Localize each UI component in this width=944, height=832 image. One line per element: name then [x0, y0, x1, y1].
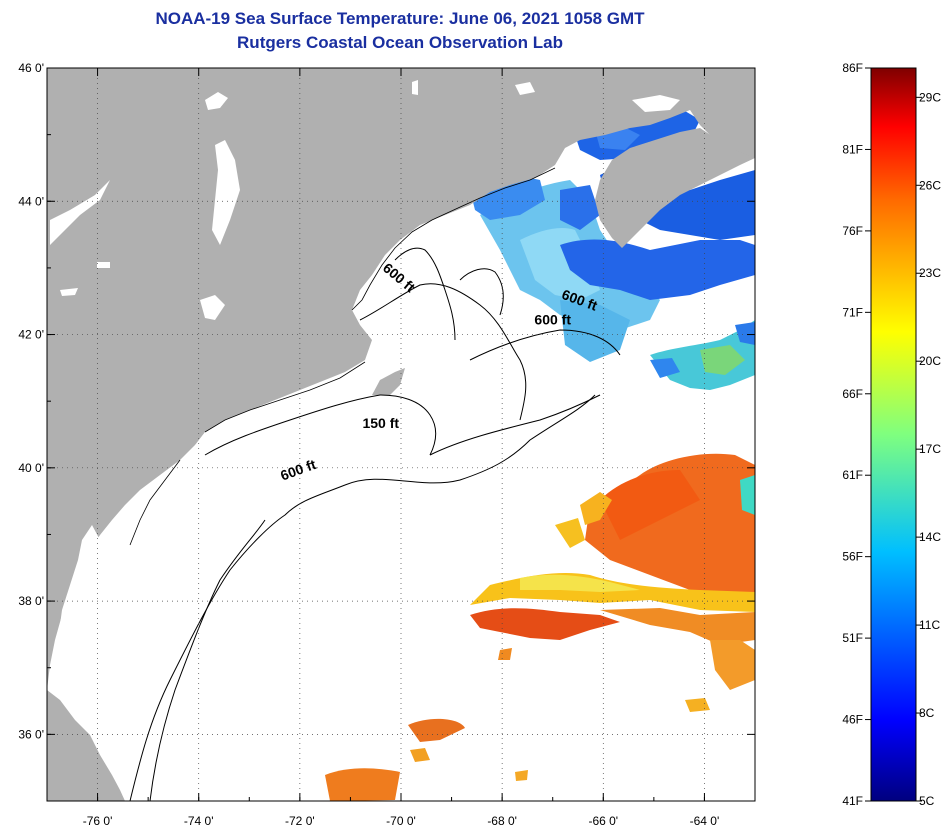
colorbar-c-label: 29C: [919, 90, 941, 104]
colorbar-fahrenheit-labels: 86F 81F 76F 71F 66F 61F 56F 51F 46F 41F: [842, 61, 871, 808]
colorbar-c-label: 5C: [919, 794, 935, 808]
coastline: [129, 167, 556, 546]
lat-tick-label: 36 0': [18, 727, 44, 741]
colorbar-f-label: 71F: [842, 305, 863, 319]
colorbar-c-label: 26C: [919, 178, 941, 192]
lon-tick-label: -68 0': [487, 814, 517, 828]
colorbar-c-label: 8C: [919, 706, 935, 720]
lat-tick-label: 38 0': [18, 594, 44, 608]
lat-tick-label: 40 0': [18, 461, 44, 475]
axis-ticks: [46, 67, 756, 802]
contour-label: 600 ft: [534, 312, 571, 328]
colorbar-c-label: 23C: [919, 266, 941, 280]
colorbar-gradient: [870, 67, 917, 802]
map-subtitle: Rutgers Coastal Ocean Observation Lab: [237, 33, 563, 52]
contour-label: 150 ft: [362, 415, 399, 431]
lon-tick-label: -64 0': [690, 814, 720, 828]
colorbar-f-label: 76F: [842, 224, 863, 238]
colorbar-f-label: 56F: [842, 550, 863, 564]
colorbar-f-label: 81F: [842, 142, 863, 156]
lon-tick-label: -66 0': [588, 814, 618, 828]
graticule: [47, 68, 755, 801]
axis-labels: -76 0' -74 0' -72 0' -70 0' -68 0' -66 0' -64 …: [18, 61, 719, 828]
lat-tick-label: 46 0': [18, 61, 44, 75]
colorbar-c-label: 20C: [919, 354, 941, 368]
sst-warm-patches: [325, 453, 755, 801]
colorbar-c-label: 14C: [919, 530, 941, 544]
lon-tick-label: -70 0': [386, 814, 416, 828]
lat-tick-label: 42 0': [18, 328, 44, 342]
map-title: NOAA-19 Sea Surface Temperature: June 06…: [155, 9, 645, 28]
colorbar-f-label: 61F: [842, 468, 863, 482]
lon-tick-label: -76 0': [83, 814, 113, 828]
colorbar-f-label: 66F: [842, 387, 863, 401]
lon-tick-label: -74 0': [184, 814, 214, 828]
land-mass: [47, 68, 755, 801]
bathymetry-contours: [129, 247, 621, 801]
colorbar-f-label: 86F: [842, 61, 863, 75]
colorbar-f-label: 51F: [842, 631, 863, 645]
colorbar-c-label: 17C: [919, 442, 941, 456]
lat-tick-label: 44 0': [18, 194, 44, 208]
colorbar-celsius-labels: 29C 26C 23C 20C 17C 14C 11C 8C 5C: [916, 90, 941, 808]
colorbar-f-label: 46F: [842, 713, 863, 727]
colorbar-c-label: 11C: [919, 618, 940, 632]
lon-tick-label: -72 0': [285, 814, 315, 828]
colorbar-f-label: 41F: [842, 794, 863, 808]
